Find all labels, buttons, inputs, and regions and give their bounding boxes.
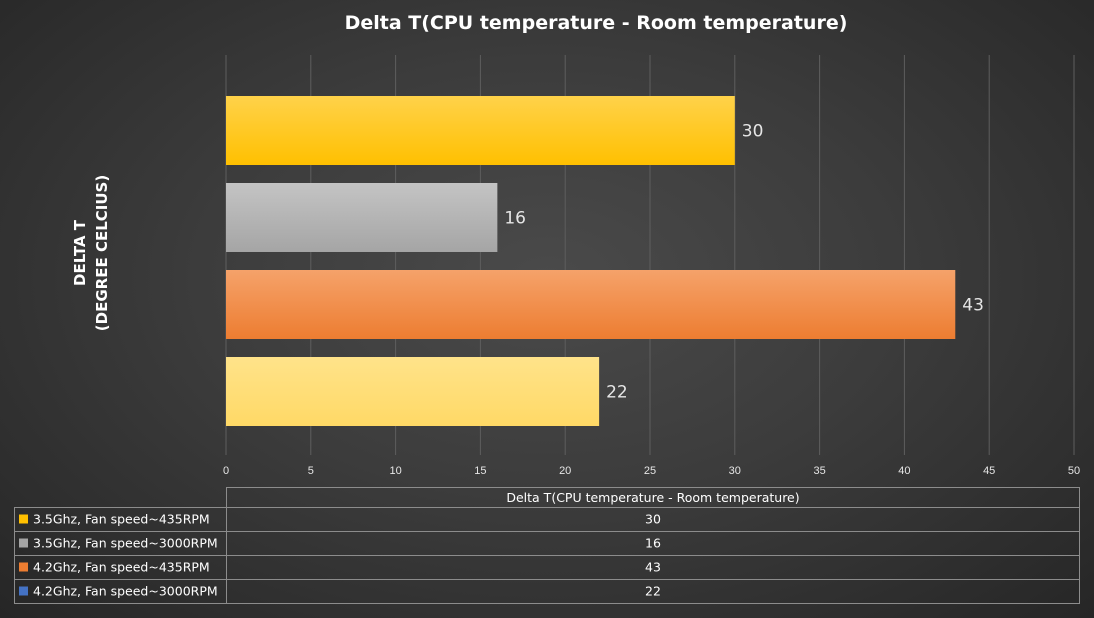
data-table-value-cell bbox=[226, 579, 1080, 604]
data-table-value: 22 bbox=[645, 584, 661, 599]
bar bbox=[226, 96, 735, 165]
data-labels: 30 16 43 22 bbox=[504, 122, 984, 403]
x-tick-label: 25 bbox=[644, 465, 656, 477]
bar bbox=[226, 270, 956, 339]
bar bbox=[226, 183, 498, 252]
y-axis-label-line-2: (DEGREE CELCIUS) bbox=[93, 175, 111, 331]
data-table-value: 30 bbox=[645, 512, 661, 527]
bars bbox=[226, 96, 956, 426]
x-tick-label: 30 bbox=[729, 465, 741, 477]
x-tick-label: 35 bbox=[813, 465, 825, 477]
x-tick-label: 20 bbox=[559, 465, 571, 477]
bar-value-label: 43 bbox=[962, 296, 984, 316]
data-table: Delta T(CPU temperature - Room temperatu… bbox=[14, 487, 1080, 604]
data-table-value: 43 bbox=[645, 560, 661, 575]
x-tick-label: 0 bbox=[223, 465, 229, 477]
y-axis-label-line-1: DELTA T bbox=[71, 219, 89, 286]
x-tick-label: 5 bbox=[308, 465, 314, 477]
legend-entry: 4.2Ghz, Fan speed~3000RPM bbox=[33, 584, 218, 599]
data-table-value: 16 bbox=[645, 536, 661, 551]
x-tick-label: 10 bbox=[389, 465, 401, 477]
bar bbox=[226, 357, 600, 426]
legend-swatch bbox=[19, 538, 28, 548]
x-tick-label: 15 bbox=[474, 465, 486, 477]
x-axis-ticks: 0 5 10 15 20 25 30 35 40 45 50 bbox=[223, 465, 1080, 477]
legend-swatch bbox=[19, 562, 28, 572]
legend-entry: 4.2Ghz, Fan speed~435RPM bbox=[33, 560, 210, 575]
x-tick-label: 45 bbox=[983, 465, 995, 477]
legend-swatch bbox=[19, 514, 28, 524]
data-table-header: Delta T(CPU temperature - Room temperatu… bbox=[506, 490, 799, 505]
data-table-rows: 3.5Ghz, Fan speed~435RPM 30 3.5Ghz, Fan sp… bbox=[14, 507, 1080, 604]
bar-value-label: 22 bbox=[606, 383, 628, 403]
bar-value-label: 16 bbox=[504, 209, 526, 229]
legend-swatch bbox=[19, 586, 28, 596]
x-tick-label: 50 bbox=[1068, 465, 1080, 477]
chart-title: Delta T(CPU temperature - Room temperatu… bbox=[345, 12, 848, 34]
y-axis-label: DELTA T (DEGREE CELCIUS) bbox=[71, 175, 111, 331]
legend-entry: 3.5Ghz, Fan speed~435RPM bbox=[33, 512, 210, 527]
bar-value-label: 30 bbox=[742, 122, 764, 142]
legend-entry: 3.5Ghz, Fan speed~3000RPM bbox=[33, 536, 218, 551]
x-tick-label: 40 bbox=[898, 465, 910, 477]
